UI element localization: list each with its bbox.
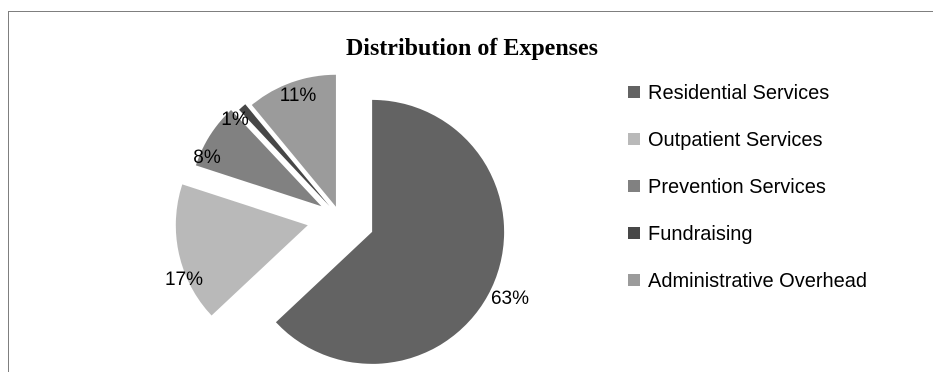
legend-label-residential-services: Residential Services <box>648 82 829 104</box>
legend-swatch-residential-services <box>628 86 640 98</box>
pie-slices <box>175 74 505 364</box>
pie-slice-fundraising <box>239 104 330 206</box>
legend-swatch-outpatient-services <box>628 133 640 145</box>
pie-slice-residential-services <box>275 99 505 364</box>
data-labels: 63% 17% 8%1% 11% <box>165 85 529 309</box>
data-label-administrative-overhead: 11% <box>280 85 317 106</box>
pie-slice-administrative-overhead <box>251 74 336 207</box>
legend-label-outpatient-services: Outpatient Services <box>648 129 823 151</box>
legend-swatch-prevention-services <box>628 180 640 192</box>
pie-slice-prevention-services <box>195 109 322 207</box>
legend-swatch-fundraising <box>628 227 640 239</box>
legend: Residential Services Outpatient Services P… <box>628 82 867 292</box>
legend-swatch-administrative-overhead <box>628 274 640 286</box>
chart-title: Distribution of Expenses <box>346 35 598 61</box>
data-label-residential-services: 63% <box>491 288 529 309</box>
data-label-prevention-services: 8% <box>193 147 221 168</box>
pie-slice-outpatient-services <box>175 184 308 316</box>
legend-label-administrative-overhead: Administrative Overhead <box>648 270 867 292</box>
data-label-outpatient-services: 17% <box>165 269 203 290</box>
legend-label-fundraising: Fundraising <box>648 223 753 245</box>
legend-label-prevention-services: Prevention Services <box>648 176 826 198</box>
data-label-fundraising: 1% <box>221 109 249 130</box>
